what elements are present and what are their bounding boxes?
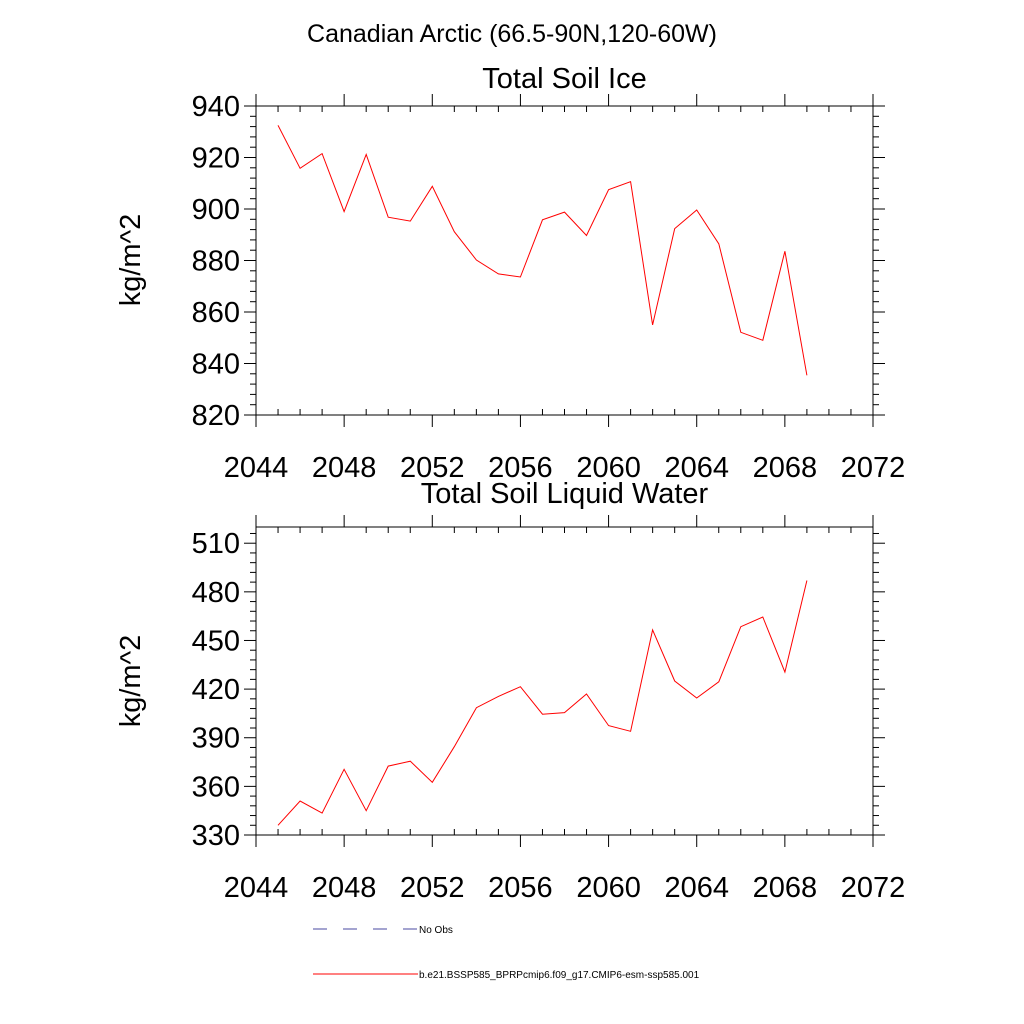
x-tick-label: 2052 xyxy=(400,452,465,484)
x-tick-label: 2048 xyxy=(312,452,377,484)
y-tick-label: 450 xyxy=(192,625,240,657)
series-line-model xyxy=(277,580,808,826)
legend: No Obs b.e21.BSSP585_BPRPcmip6.f09_g17.C… xyxy=(313,925,700,981)
y-tick-label: 860 xyxy=(192,297,240,329)
panel-total-soil-liquid-water: Total Soil Liquid Water kg/m^2 2044 2048 205… xyxy=(115,478,905,904)
x-tick-label: 2060 xyxy=(576,452,641,484)
chart-title: Total Soil Liquid Water xyxy=(421,478,709,510)
y-axis-label: kg/m^2 xyxy=(115,635,147,728)
x-tick-label: 2064 xyxy=(664,872,729,904)
y-tick-label: 360 xyxy=(192,771,240,803)
chart-title: Total Soil Ice xyxy=(482,63,646,95)
plot-frame xyxy=(255,526,874,836)
x-tick-label: 2068 xyxy=(753,452,818,484)
y-tick-label: 920 xyxy=(192,143,240,175)
y-tick-label: 510 xyxy=(192,528,240,560)
series-line-model xyxy=(277,125,808,376)
y-tick-label: 840 xyxy=(192,349,240,381)
plot-frame xyxy=(255,105,874,416)
x-tick-label: 2052 xyxy=(400,872,465,904)
y-tick-label: 820 xyxy=(192,400,240,432)
legend-label-no-obs: No Obs xyxy=(419,925,453,936)
y-tick-label: 330 xyxy=(192,820,240,852)
y-tick-label: 900 xyxy=(192,194,240,226)
y-tick-label: 480 xyxy=(192,577,240,609)
legend-label-model: b.e21.BSSP585_BPRPcmip6.f09_g17.CMIP6-es… xyxy=(419,970,700,981)
x-tick-label: 2044 xyxy=(224,452,289,484)
panel-total-soil-ice: Total Soil Ice kg/m^2 2044 2048 2052 2056 2060… xyxy=(115,63,905,484)
figure-title: Canadian Arctic (66.5-90N,120-60W) xyxy=(307,20,717,48)
y-tick-label: 940 xyxy=(192,91,240,123)
x-tick-label: 2060 xyxy=(576,872,641,904)
x-tick-label: 2072 xyxy=(841,872,906,904)
x-tick-label: 2048 xyxy=(312,872,377,904)
x-tick-label: 2068 xyxy=(753,872,818,904)
y-tick-label: 880 xyxy=(192,246,240,278)
x-tick-label: 2064 xyxy=(664,452,729,484)
x-tick-label: 2072 xyxy=(841,452,906,484)
x-tick-label: 2056 xyxy=(488,872,553,904)
y-tick-label: 420 xyxy=(192,674,240,706)
y-axis-label: kg/m^2 xyxy=(115,214,147,307)
y-tick-label: 390 xyxy=(192,723,240,755)
x-tick-label: 2056 xyxy=(488,452,553,484)
x-tick-label: 2044 xyxy=(224,872,289,904)
